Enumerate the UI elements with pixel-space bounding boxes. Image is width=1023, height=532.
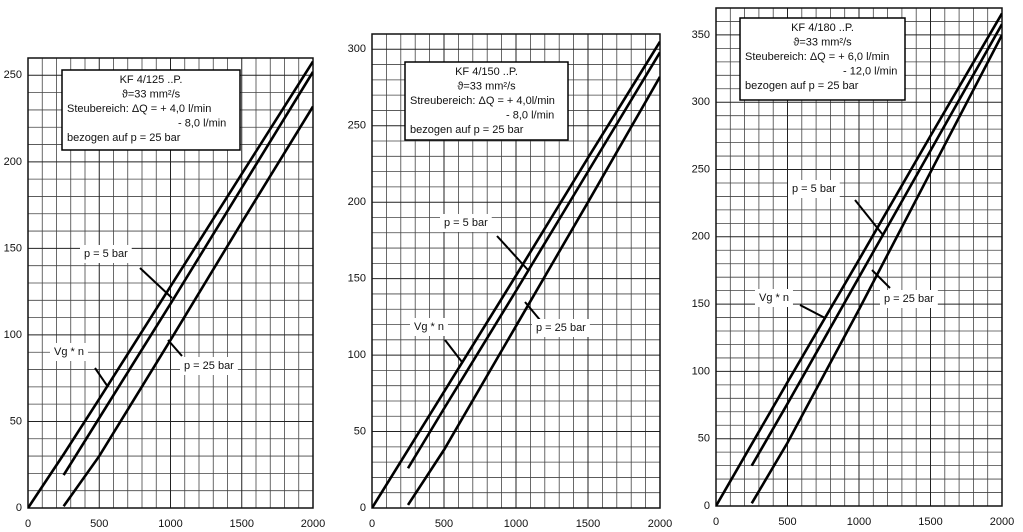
series-label: p = 25 bar xyxy=(184,360,234,372)
y-tick-label: 250 xyxy=(4,69,22,81)
series-label: p = 5 bar xyxy=(444,217,488,229)
series-line xyxy=(750,23,1002,467)
label-background xyxy=(880,290,938,308)
y-tick-label: 200 xyxy=(692,231,710,243)
annotation-text: KF 4/180 ..P. xyxy=(791,22,854,34)
y-tick-label: 100 xyxy=(348,349,366,361)
label-background xyxy=(532,319,590,337)
y-tick-label: 200 xyxy=(4,156,22,168)
y-tick-label: 50 xyxy=(354,425,366,437)
x-tick-label: 1000 xyxy=(158,518,182,530)
y-tick-label: 150 xyxy=(348,273,366,285)
series-line xyxy=(406,76,660,506)
label-background xyxy=(788,180,840,198)
series-label: p = 25 bar xyxy=(536,322,586,334)
plot-frame xyxy=(371,33,661,509)
annotation-box xyxy=(404,61,569,141)
label-pointer xyxy=(94,367,109,388)
series-line xyxy=(406,51,660,469)
x-tick-label: 500 xyxy=(778,516,796,528)
annotation-text: ϑ=33 mm²/s xyxy=(457,80,516,92)
annotation-text: - 12,0 l/min xyxy=(843,65,897,77)
series-label: p = 5 bar xyxy=(792,183,836,195)
annotation-text: ϑ=33 mm²/s xyxy=(793,36,852,48)
x-tick-label: 2000 xyxy=(990,516,1014,528)
label-background xyxy=(180,357,238,375)
label-background xyxy=(80,245,132,263)
x-tick-label: 2000 xyxy=(648,518,672,530)
y-tick-label: 100 xyxy=(692,365,710,377)
plot-frame xyxy=(27,57,314,509)
y-tick-label: 350 xyxy=(692,29,710,41)
annotation-text: KF 4/125 ..P. xyxy=(120,74,183,86)
annotation-box xyxy=(739,17,906,101)
x-tick-label: 2000 xyxy=(301,518,325,530)
y-tick-label: 300 xyxy=(692,96,710,108)
x-tick-label: 1000 xyxy=(504,518,528,530)
x-tick-label: 1500 xyxy=(230,518,254,530)
series-label: p = 5 bar xyxy=(84,248,128,260)
x-tick-label: 0 xyxy=(25,518,31,530)
x-tick-label: 0 xyxy=(713,516,719,528)
series-line xyxy=(716,12,1002,506)
y-tick-label: 250 xyxy=(348,120,366,132)
label-pointer xyxy=(854,199,884,236)
annotation-text: - 8,0 l/min xyxy=(506,109,554,121)
y-tick-label: 200 xyxy=(348,196,366,208)
x-tick-label: 1500 xyxy=(576,518,600,530)
y-tick-label: 150 xyxy=(692,298,710,310)
label-pointer xyxy=(167,339,183,357)
y-tick-label: 100 xyxy=(4,329,22,341)
x-tick-label: 500 xyxy=(90,518,108,530)
x-tick-label: 500 xyxy=(435,518,453,530)
label-pointer xyxy=(139,267,173,299)
series-line xyxy=(62,71,313,476)
label-pointer xyxy=(799,304,826,319)
y-tick-label: 0 xyxy=(16,502,22,514)
y-tick-label: 300 xyxy=(348,43,366,55)
series-line xyxy=(62,105,313,508)
label-pointer xyxy=(444,339,463,363)
y-tick-label: 0 xyxy=(704,500,710,512)
y-tick-label: 0 xyxy=(360,502,366,514)
label-pointer xyxy=(871,269,891,289)
series-line xyxy=(750,34,1002,504)
annotation-text: ϑ=33 mm²/s xyxy=(122,88,181,100)
series-label: Vg * n xyxy=(54,346,84,358)
label-pointer xyxy=(524,301,541,321)
annotation-box xyxy=(61,69,241,151)
y-tick-label: 50 xyxy=(10,415,22,427)
annotation-text: bezogen auf p = 25 bar xyxy=(67,132,181,144)
label-background xyxy=(410,318,448,336)
annotation-text: Steubereich: ΔQ = + 6,0 l/min xyxy=(745,51,889,63)
plot-frame xyxy=(715,7,1003,507)
series-label: Vg * n xyxy=(759,292,789,304)
annotation-text: bezogen auf p = 25 bar xyxy=(745,80,859,92)
annotation-text: Streubereich: ΔQ = + 4,0l/min xyxy=(410,95,555,107)
y-tick-label: 50 xyxy=(698,433,710,445)
label-background xyxy=(50,343,88,361)
series-label: Vg * n xyxy=(414,321,444,333)
x-tick-label: 0 xyxy=(369,518,375,530)
series-line xyxy=(372,40,660,508)
annotation-text: - 8,0 l/min xyxy=(178,117,226,129)
annotation-text: Steubereich: ΔQ = + 4,0 l/min xyxy=(67,103,211,115)
label-background xyxy=(755,289,793,307)
y-tick-label: 250 xyxy=(692,163,710,175)
x-tick-label: 1500 xyxy=(918,516,942,528)
series-line xyxy=(28,60,313,508)
label-background xyxy=(440,214,492,232)
annotation-text: bezogen auf p = 25 bar xyxy=(410,124,524,136)
series-label: p = 25 bar xyxy=(884,293,934,305)
y-tick-label: 150 xyxy=(4,242,22,254)
annotation-text: KF 4/150 ..P. xyxy=(455,66,518,78)
label-pointer xyxy=(496,235,529,271)
x-tick-label: 1000 xyxy=(847,516,871,528)
